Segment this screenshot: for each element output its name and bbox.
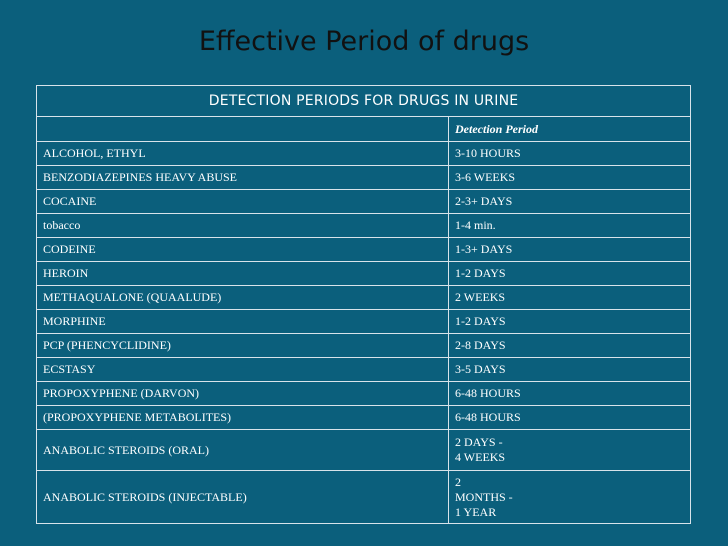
table-row: ANABOLIC STEROIDS (INJECTABLE) 2 MONTHS … (36, 470, 692, 524)
drug-cell: ANABOLIC STEROIDS (INJECTABLE) (36, 470, 449, 524)
period-cell: 2-8 DAYS (447, 333, 692, 358)
drug-cell: MORPHINE (36, 309, 449, 334)
period-cell: 1-3+ DAYS (447, 237, 692, 262)
drug-cell: ALCOHOL, ETHYL (36, 141, 449, 166)
table-caption-row: DETECTION PERIODS FOR DRUGS IN URINE (35, 85, 692, 117)
table-row: METHAQUALONE (QUAALUDE) 2 WEEKS (36, 285, 692, 310)
table-row: ANABOLIC STEROIDS (ORAL) 2 DAYS - 4 WEEK… (36, 429, 692, 471)
drug-cell: CODEINE (36, 237, 449, 262)
table-row: tobacco 1-4 min. (36, 213, 692, 238)
period-cell: 1-4 min. (447, 213, 692, 238)
table-row: (PROPOXYPHENE METABOLITES) 6-48 HOURS (36, 405, 692, 430)
table-row: ECSTASY 3-5 DAYS (36, 357, 692, 382)
drug-cell: COCAINE (36, 189, 449, 214)
period-cell: 6-48 HOURS (447, 405, 692, 430)
table-header-row: Detection Period (36, 116, 692, 142)
table-row: CODEINE 1-3+ DAYS (36, 237, 692, 262)
period-cell: 2 MONTHS - 1 YEAR (447, 470, 692, 524)
period-cell: 2 WEEKS (447, 285, 692, 310)
drug-cell: BENZODIAZEPINES HEAVY ABUSE (36, 165, 449, 190)
period-cell: 3-10 HOURS (447, 141, 692, 166)
drug-cell: tobacco (36, 213, 449, 238)
table-caption: DETECTION PERIODS FOR DRUGS IN URINE (35, 85, 692, 117)
period-cell: 2 DAYS - 4 WEEKS (447, 429, 692, 471)
table-row: HEROIN 1-2 DAYS (36, 261, 692, 286)
period-cell: 2-3+ DAYS (447, 189, 692, 214)
header-period-cell: Detection Period (447, 116, 692, 142)
period-cell: 3-5 DAYS (447, 357, 692, 382)
period-cell: 1-2 DAYS (447, 309, 692, 334)
table-row: PCP (PHENCYCLIDINE) 2-8 DAYS (36, 333, 692, 358)
table-row: BENZODIAZEPINES HEAVY ABUSE 3-6 WEEKS (36, 165, 692, 190)
period-cell: 6-48 HOURS (447, 381, 692, 406)
drug-cell: ECSTASY (36, 357, 449, 382)
header-drug-cell (36, 116, 449, 142)
table-row: ALCOHOL, ETHYL 3-10 HOURS (36, 141, 692, 166)
drug-cell: PROPOXYPHENE (DARVON) (36, 381, 449, 406)
drug-cell: PCP (PHENCYCLIDINE) (36, 333, 449, 358)
table-row: PROPOXYPHENE (DARVON) 6-48 HOURS (36, 381, 692, 406)
drug-cell: METHAQUALONE (QUAALUDE) (36, 285, 449, 310)
drug-cell: (PROPOXYPHENE METABOLITES) (36, 405, 449, 430)
detection-periods-table: DETECTION PERIODS FOR DRUGS IN URINE Det… (35, 85, 692, 524)
slide-title: Effective Period of drugs (198, 26, 530, 57)
period-cell: 1-2 DAYS (447, 261, 692, 286)
drug-cell: HEROIN (36, 261, 449, 286)
period-cell: 3-6 WEEKS (447, 165, 692, 190)
table-row: MORPHINE 1-2 DAYS (36, 309, 692, 334)
table-row: COCAINE 2-3+ DAYS (36, 189, 692, 214)
drug-cell: ANABOLIC STEROIDS (ORAL) (36, 429, 449, 471)
